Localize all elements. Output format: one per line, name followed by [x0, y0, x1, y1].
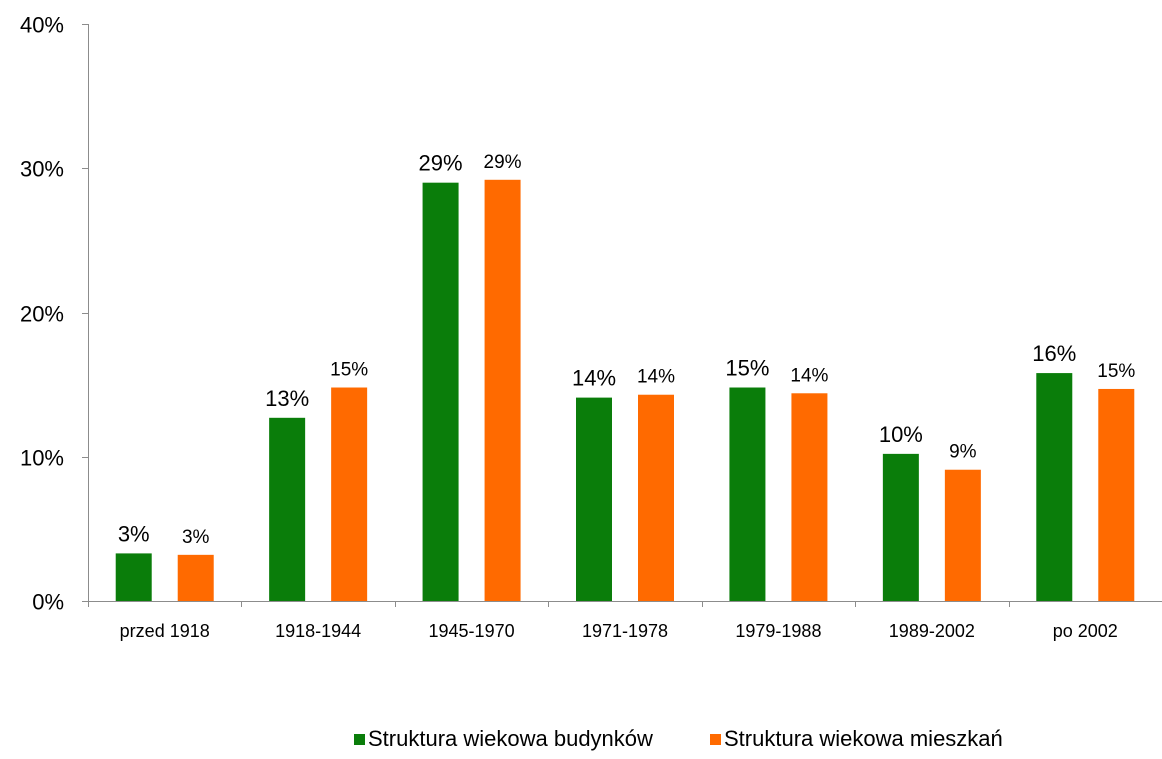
y-tick-label: 0%	[32, 590, 64, 615]
x-tick-label: 1989-2002	[889, 621, 975, 641]
data-label: 13%	[265, 386, 309, 411]
bar	[177, 554, 214, 601]
legend-swatch	[710, 734, 721, 745]
data-label: 29%	[484, 152, 522, 173]
data-label: 15%	[1097, 361, 1135, 382]
data-label: 14%	[572, 366, 616, 391]
bar	[1098, 388, 1135, 601]
bar	[331, 387, 368, 601]
data-labels: 3% 13% 29% 14% 15% 10% 16% 3% 15% 29% 14% 14% 9% 15%	[118, 151, 1136, 548]
bar	[484, 179, 521, 602]
y-tick-label: 40%	[20, 13, 64, 38]
legend-label: Struktura wiekowa budynków	[368, 726, 653, 751]
bars	[115, 179, 1135, 602]
bar	[576, 397, 612, 601]
axes: 0% 10% 20% 30% 40% przed 1918 1918-1944 1945-19…	[20, 13, 1162, 641]
bar	[269, 417, 306, 601]
data-label: 9%	[949, 442, 977, 463]
x-tick-label: przed 1918	[120, 621, 210, 641]
data-label: 14%	[637, 367, 675, 388]
data-label: 14%	[790, 365, 828, 386]
data-label: 10%	[879, 422, 923, 447]
data-label: 29%	[419, 151, 463, 176]
legend-label: Struktura wiekowa mieszkań	[724, 726, 1003, 751]
bar	[422, 182, 459, 602]
data-label: 15%	[330, 360, 368, 381]
data-label: 15%	[725, 356, 769, 381]
data-label: 16%	[1032, 341, 1076, 366]
x-tick-label: 1918-1944	[275, 621, 361, 641]
y-tick-label: 10%	[20, 446, 64, 471]
data-label: 3%	[118, 521, 150, 546]
bar	[1036, 373, 1073, 601]
bar	[115, 553, 152, 601]
x-tick-label: 1945-1970	[429, 621, 515, 641]
x-tick-label: 1971-1978	[582, 621, 668, 641]
bar	[882, 453, 919, 601]
x-tick-label: po 2002	[1053, 621, 1118, 641]
bar	[791, 393, 828, 601]
x-tick-label: 1979-1988	[735, 621, 821, 641]
y-tick-label: 30%	[20, 157, 64, 182]
legend: Struktura wiekowa budynków Struktura wiek…	[354, 726, 1003, 751]
legend-swatch	[354, 734, 365, 745]
data-label: 3%	[182, 527, 210, 548]
y-tick-label: 20%	[20, 302, 64, 327]
bar	[638, 394, 674, 601]
bar	[944, 469, 981, 601]
bar	[729, 387, 766, 601]
